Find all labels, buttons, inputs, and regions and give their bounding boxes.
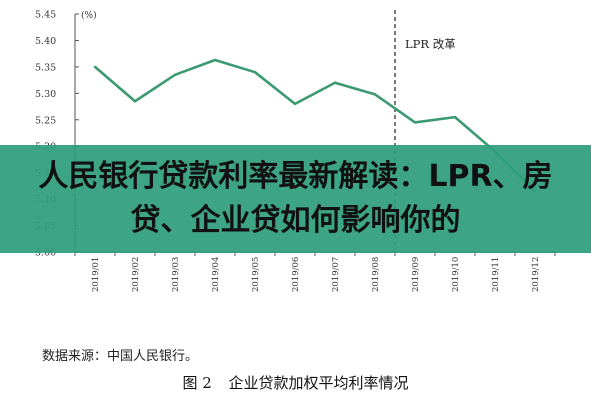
x-tick-label: 2019/09 bbox=[411, 257, 421, 292]
y-unit-label: (%) bbox=[81, 10, 97, 21]
x-tick-label: 2019/07 bbox=[331, 257, 341, 292]
x-tick-label: 2019/05 bbox=[251, 257, 261, 292]
series-line bbox=[94, 58, 536, 193]
y-tick-label: 5.35 bbox=[35, 62, 56, 73]
line-chart: 5.005.055.105.155.205.255.305.355.405.45… bbox=[35, 10, 556, 292]
data-point bbox=[93, 65, 97, 69]
data-point bbox=[173, 73, 177, 77]
x-tick-label: 2019/12 bbox=[531, 257, 541, 292]
series-layer bbox=[93, 58, 537, 193]
x-tick-label: 2019/02 bbox=[131, 257, 141, 292]
figure-title: 企业贷款加权平均利率情况 bbox=[228, 374, 409, 392]
y-tick-label: 5.25 bbox=[35, 115, 56, 126]
data-point bbox=[213, 58, 217, 62]
x-axis: 2019/01 2019/02 2019/03 2019/04 2019/05 2019/… bbox=[74, 251, 556, 292]
y-tick-label: 5.45 bbox=[35, 10, 56, 21]
data-point bbox=[333, 81, 337, 84]
y-tick-label: 5.40 bbox=[35, 36, 56, 47]
y-tick-label: 5.30 bbox=[35, 89, 56, 100]
data-point bbox=[373, 93, 377, 96]
x-tick-label: 2019/11 bbox=[491, 257, 501, 292]
x-tick-label: 2019/03 bbox=[171, 257, 181, 292]
data-point bbox=[293, 102, 297, 106]
figure-caption: 图 2 企业贷款加权平均利率情况 bbox=[0, 372, 591, 393]
data-point bbox=[453, 115, 457, 119]
x-tick-label: 2019/10 bbox=[451, 257, 461, 292]
data-point bbox=[133, 100, 137, 103]
x-tick-label: 2019/01 bbox=[91, 257, 101, 292]
y-tick-label: 5.00 bbox=[35, 248, 56, 259]
lpr-reform-label: LPR 改革 bbox=[405, 37, 456, 51]
x-tick-label: 2019/04 bbox=[211, 257, 221, 292]
figure-number: 图 2 bbox=[182, 374, 212, 392]
annotation-layer: LPR 改革 bbox=[394, 10, 456, 252]
overlay-title-text: 人民银行贷款利率最新解读：LPR、房贷、企业贷如何影响你的 bbox=[38, 159, 553, 238]
x-tick-label: 2019/08 bbox=[371, 257, 381, 292]
data-point bbox=[413, 121, 417, 124]
source-note: 数据来源：中国人民银行。 bbox=[42, 349, 199, 364]
title-overlay-banner: 人民银行贷款利率最新解读：LPR、房贷、企业贷如何影响你的 bbox=[0, 145, 591, 253]
data-point bbox=[253, 70, 257, 74]
x-tick-label: 2019/06 bbox=[291, 257, 301, 292]
